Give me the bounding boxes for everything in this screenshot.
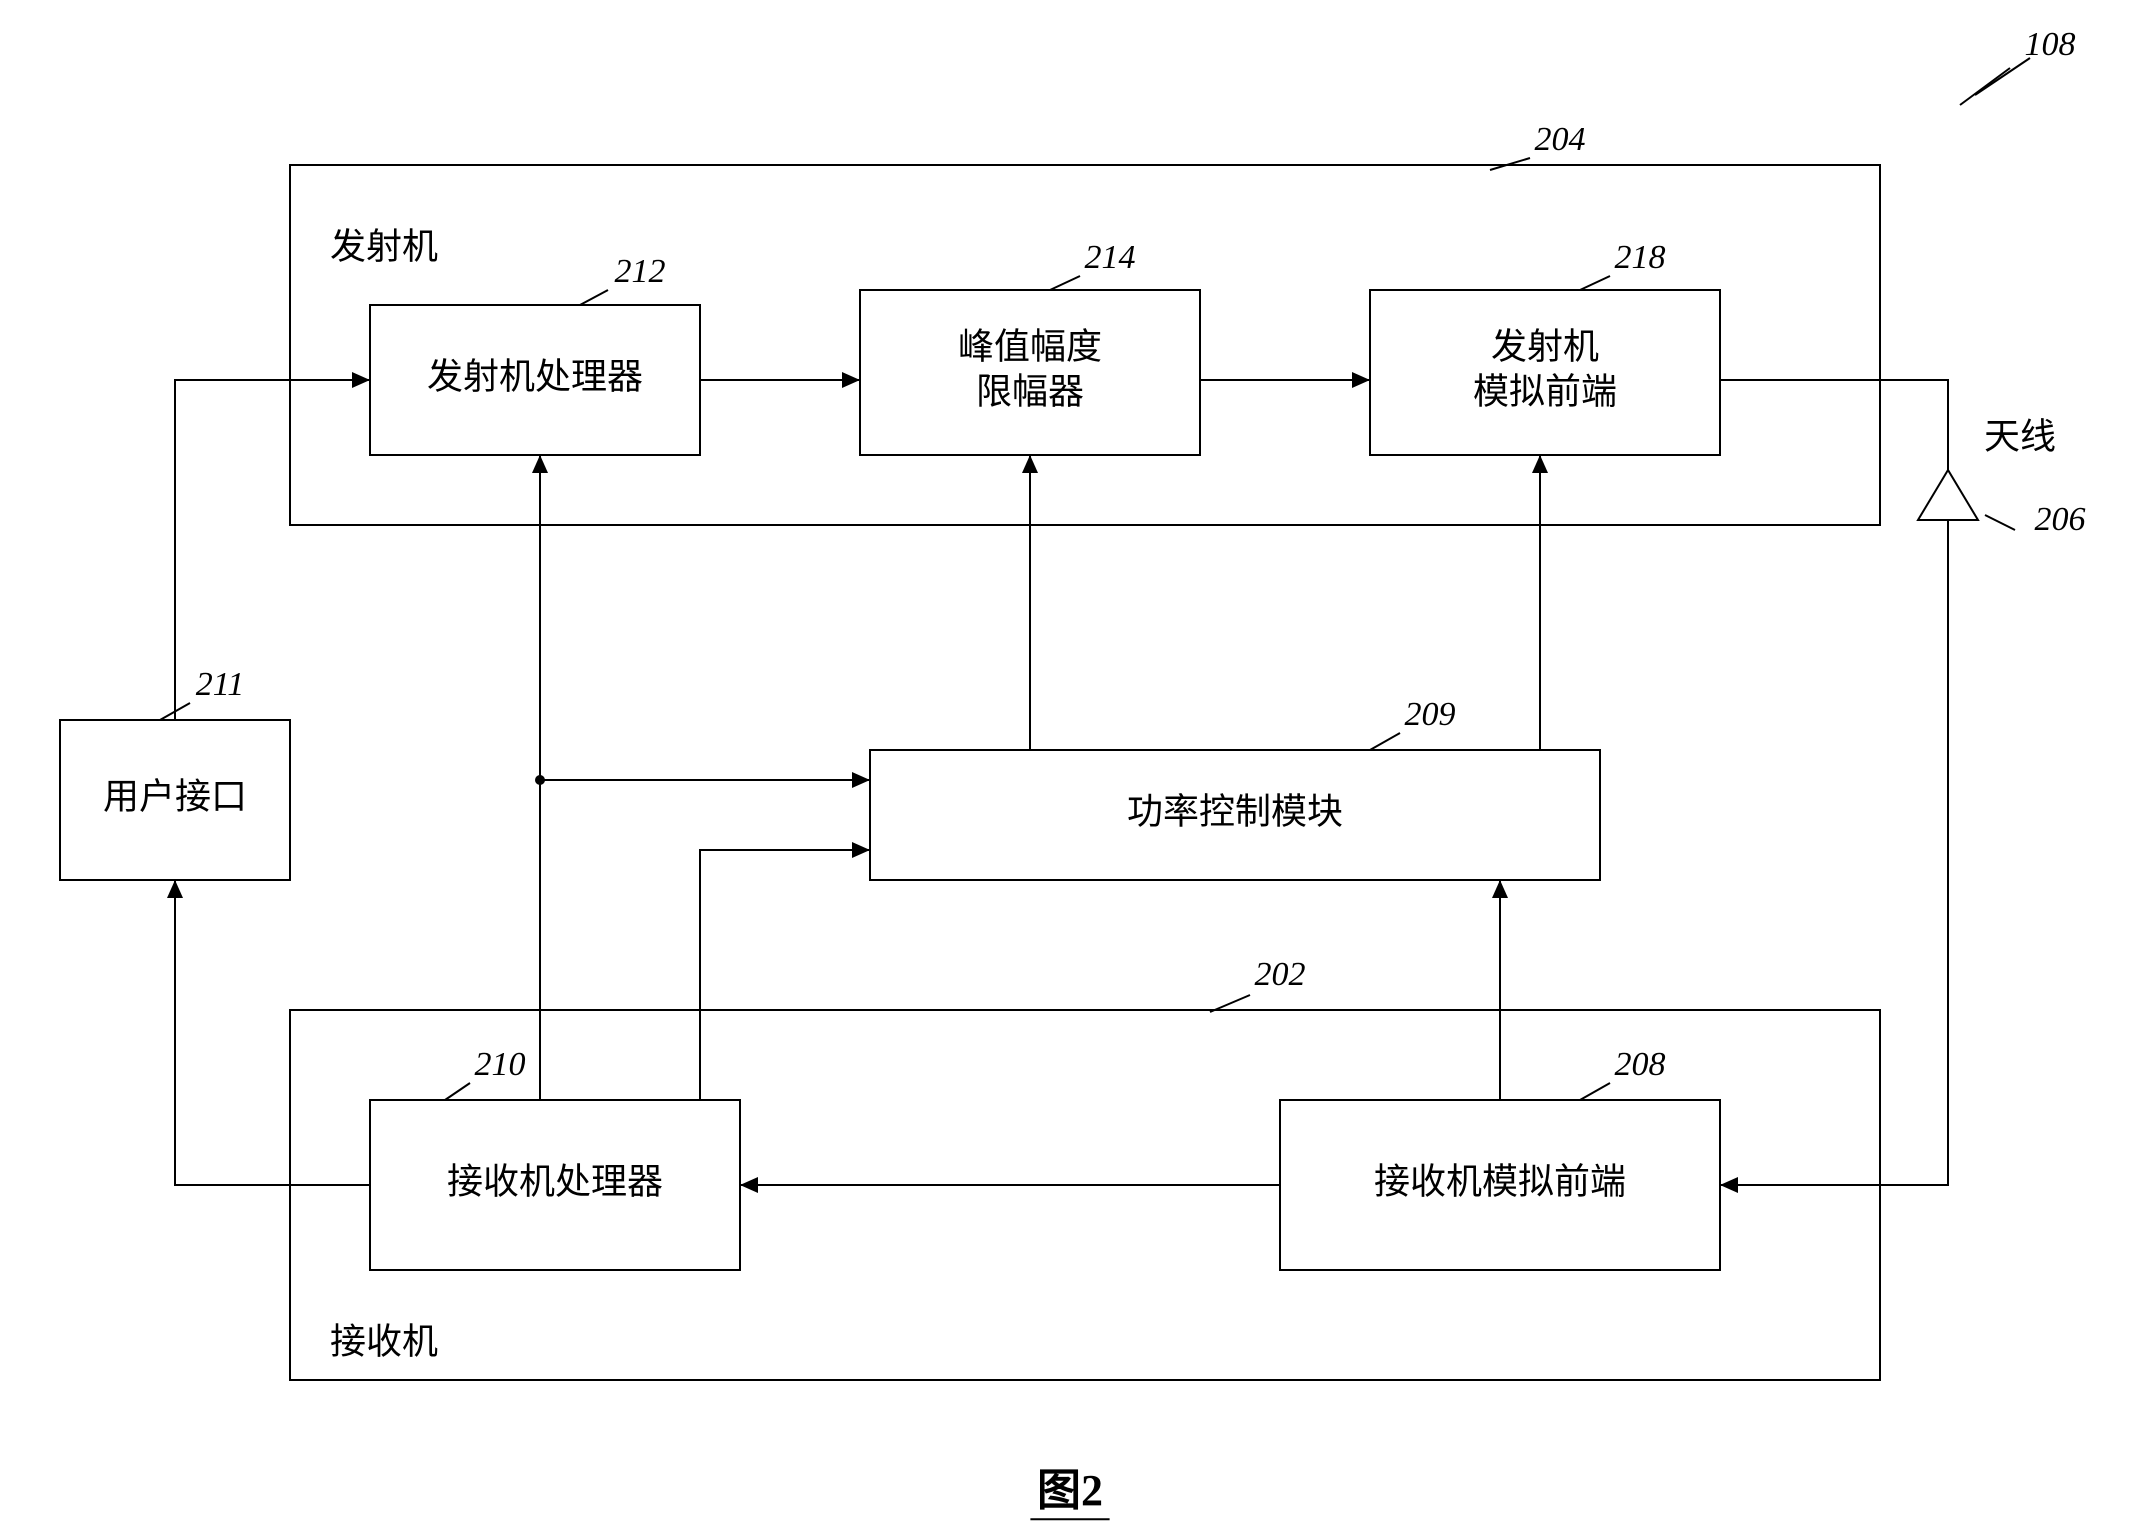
figure-refnum: 108: [2025, 26, 2076, 63]
limiter-label: 峰值幅度: [958, 326, 1102, 366]
receiver-refnum: 202: [1255, 956, 1306, 993]
figure-caption: 图2: [1037, 1466, 1103, 1515]
rxproc-refnum: 210: [475, 1046, 526, 1083]
rxafe-label: 接收机模拟前端: [1374, 1161, 1626, 1201]
rxafe-refnum: 208: [1615, 1046, 1666, 1083]
limiter-refnum: 214: [1085, 239, 1136, 276]
txproc-label: 发射机处理器: [427, 356, 643, 396]
limiter-label: 限幅器: [976, 371, 1084, 411]
txproc-refnum: 212: [615, 253, 666, 290]
receiver-label: 接收机: [330, 1321, 438, 1361]
pcm-refnum: 209: [1405, 696, 1456, 733]
txafe-label: 模拟前端: [1473, 371, 1617, 411]
txafe-label: 发射机: [1491, 326, 1599, 366]
pcm-label: 功率控制模块: [1127, 791, 1343, 831]
rxproc-label: 接收机处理器: [447, 1161, 663, 1201]
transmitter-refnum: 204: [1535, 121, 1586, 158]
ui-refnum: 211: [196, 666, 244, 703]
antenna-label: 天线: [1984, 416, 2056, 456]
txafe-refnum: 218: [1615, 239, 1666, 276]
transmitter-label: 发射机: [330, 226, 438, 266]
antenna-refnum: 206: [2035, 501, 2086, 538]
ui-label: 用户接口: [103, 776, 247, 816]
